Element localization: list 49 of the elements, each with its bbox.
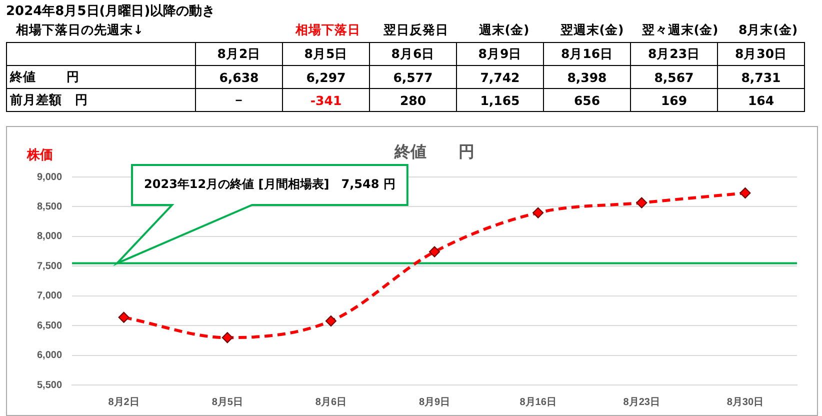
y-tick-label: 9,000 — [36, 172, 62, 183]
text: 終値 円 — [6, 66, 196, 88]
category-label: 8月6日 — [391, 46, 435, 60]
category-label: 8月23日 — [648, 46, 700, 60]
text: 翌日反発日 — [382, 22, 450, 39]
chart-subtitle: 終値 円 — [394, 142, 475, 162]
y-tick-label: 5,500 — [36, 380, 62, 391]
x-tick-label: 8月9日 — [418, 396, 450, 408]
chart-title: 2024年8月5日(月曜日)以降の動き — [6, 3, 216, 20]
text: 8,398 — [544, 66, 630, 88]
text: 相場下落日 — [294, 22, 362, 39]
text: － — [196, 88, 282, 112]
category-label: 8月16日 — [560, 46, 614, 60]
text: 翌々週末(金) — [640, 22, 720, 39]
x-tick-label: 8月6日 — [315, 396, 347, 408]
category-label: 8月30日 — [734, 46, 788, 60]
text: 656 — [544, 88, 630, 112]
text: 1,165 — [456, 88, 544, 112]
text: 翌週末(金) — [559, 22, 625, 39]
text: 6,638 — [196, 66, 282, 88]
text: 週末(金) — [478, 22, 530, 39]
y-tick-label: 8,500 — [36, 201, 62, 212]
text: 8月末(金) — [737, 22, 799, 39]
text: -341 — [282, 88, 370, 112]
text: 6,577 — [370, 66, 456, 88]
annotation: 2023年12月の終値 [月間相場表] 7,548 円 — [144, 177, 396, 192]
y-tick-label: 8,000 — [36, 231, 62, 242]
category-label: 8月9日 — [478, 46, 522, 60]
y-axis-title: 株価 — [26, 148, 53, 163]
text: 8,567 — [630, 66, 718, 88]
text: 7,742 — [456, 66, 544, 88]
y-tick-label: 6,000 — [36, 350, 62, 362]
text: 前月差額 円 — [6, 88, 196, 112]
text: 相場下落日の先週末↓ — [14, 22, 144, 39]
category-label: 8月5日 — [304, 46, 348, 60]
x-tick-label: 8月23日 — [623, 396, 660, 408]
text: 8,731 — [718, 66, 804, 88]
text: 169 — [630, 88, 718, 112]
text: 164 — [718, 88, 804, 112]
y-tick-label: 7,000 — [36, 290, 62, 302]
x-tick-label: 8月2日 — [108, 396, 140, 408]
x-tick-label: 8月5日 — [212, 396, 243, 408]
x-tick-label: 8月30日 — [726, 396, 764, 408]
text: 280 — [370, 88, 456, 112]
x-tick-label: 8月16日 — [520, 396, 556, 408]
text: 6,297 — [282, 66, 370, 88]
y-tick-label: 7,500 — [36, 260, 62, 272]
y-tick-label: 6,500 — [36, 320, 62, 332]
category-label: 8月2日 — [217, 46, 261, 60]
